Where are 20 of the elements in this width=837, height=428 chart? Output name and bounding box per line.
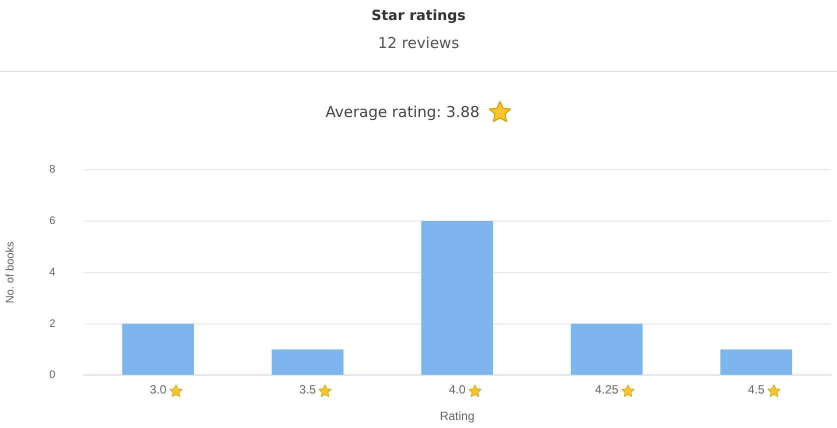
x-tick-label: 3.0 (150, 382, 167, 397)
y-axis-title: No. of books (4, 241, 17, 304)
y-tick-label: 8 (49, 164, 56, 176)
chart-title: Star ratings (370, 8, 467, 24)
x-axis-title: Rating (440, 409, 475, 424)
x-tick-label: 3.5 (299, 382, 316, 397)
y-tick-label: 6 (49, 215, 56, 228)
x-tick-label: 4.5 (748, 382, 765, 397)
y-tick-label: 4 (49, 266, 56, 278)
bar (720, 350, 792, 375)
x-tick-label: 4.25 (595, 382, 619, 397)
text: Average rating: 3.88 (325, 103, 480, 121)
chart-subtitle: 12 reviews (376, 34, 460, 52)
bar (272, 350, 344, 375)
y-tick-label: 0 (49, 369, 56, 382)
x-tick-label: 4.0 (448, 382, 466, 397)
y-tick-label: 2 (49, 318, 56, 330)
bar (570, 324, 643, 375)
bar (421, 221, 494, 375)
bar (122, 324, 194, 375)
